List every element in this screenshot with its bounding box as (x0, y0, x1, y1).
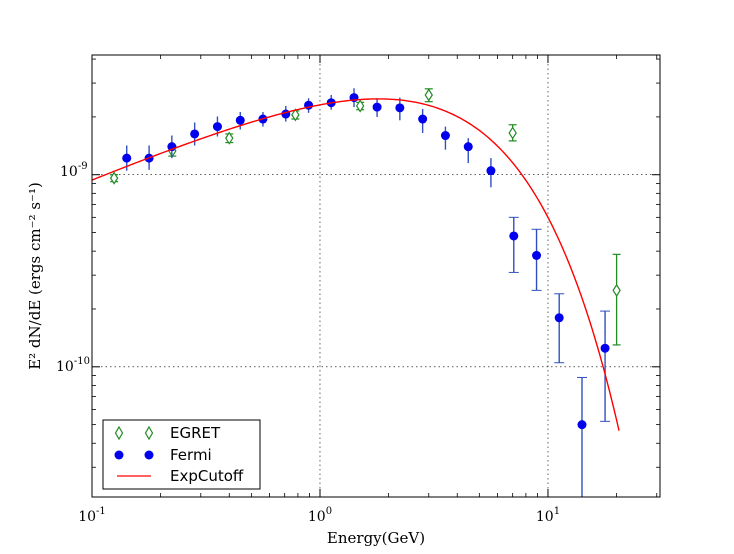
plot-frame (91, 54, 661, 498)
fermi-point (235, 115, 245, 125)
x-tick-label: 10-1 (78, 506, 106, 525)
fermi-point (509, 231, 519, 241)
fermi-point (532, 250, 542, 260)
fermi-point (463, 142, 473, 152)
fermi-point (554, 313, 564, 323)
legend-expcutoff-label: ExpCutoff (170, 467, 244, 485)
egret-point (508, 126, 517, 140)
grid-lines (92, 55, 660, 497)
fermi-point (190, 129, 200, 139)
fermi-point (122, 153, 132, 163)
legend-fermi-label: Fermi (170, 446, 212, 464)
egret-point (355, 99, 365, 113)
expcutoff-curve (92, 98, 620, 431)
series-fermi (122, 88, 611, 497)
minor-ticks (92, 55, 660, 497)
fermi-point (212, 122, 222, 132)
fermi-point (577, 420, 587, 430)
legend-egret-label: EGRET (170, 424, 221, 442)
fermi-point (486, 166, 496, 176)
legend-frame (102, 419, 261, 490)
egret-point (424, 88, 433, 102)
egret-point (291, 108, 300, 122)
series-expcutoff (92, 98, 620, 431)
x-axis-title: Energy(GeV) (327, 529, 425, 547)
x-tick-label: 100 (308, 506, 332, 525)
egret-point (225, 131, 234, 145)
x-tick-label: 101 (536, 506, 560, 525)
egret-point (109, 171, 119, 185)
y-tick-label: 10-9 (60, 161, 88, 180)
egret-point (612, 283, 621, 297)
y-axis-title: E² dN/dE (ergs cm⁻² s⁻¹) (26, 182, 44, 370)
fermi-point (418, 114, 428, 124)
fermi-point (440, 131, 450, 141)
y-tick-label: 10-10 (56, 356, 90, 375)
fermi-point (395, 103, 405, 113)
legend: EGRET Fermi ExpCutoff (102, 419, 261, 490)
fermi-point (372, 102, 382, 112)
fermi-point (600, 343, 610, 353)
legend-fermi-marker (114, 450, 154, 460)
legend-egret-marker (114, 425, 154, 441)
